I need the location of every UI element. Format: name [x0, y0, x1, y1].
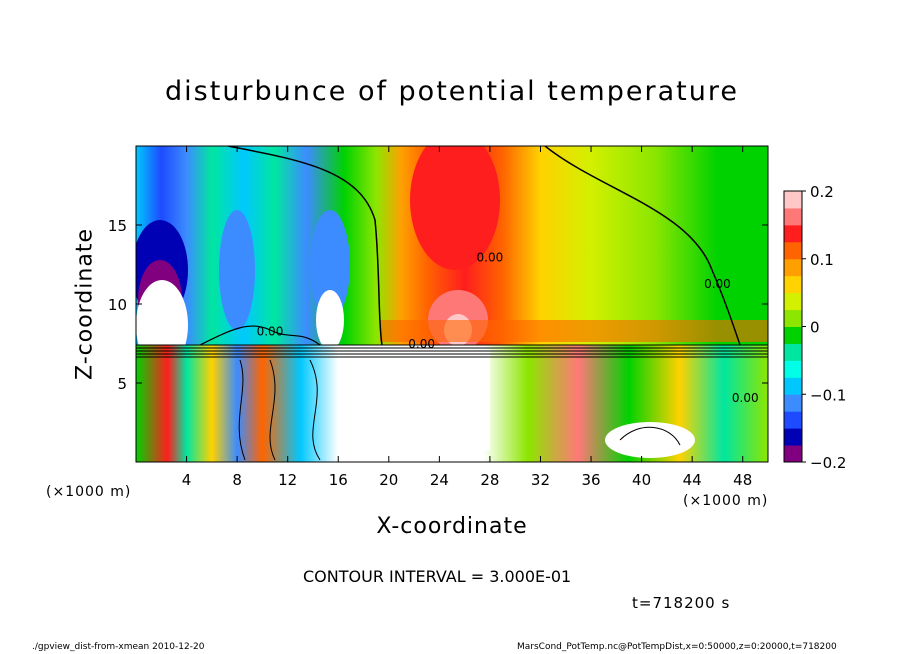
lower-contour-3	[309, 359, 321, 461]
chart-title: disturbunce of potential temperature	[165, 76, 739, 107]
x-tick-label: 16	[329, 471, 348, 489]
stratified-contour-band	[136, 344, 768, 358]
y-tick-label: 15	[108, 217, 127, 235]
x-unit-label-right: (×1000 m)	[683, 493, 769, 509]
contour-labels: 0.00 0.00 0.00 0.00 0.00	[257, 250, 759, 405]
heatmap-field	[136, 146, 768, 462]
x-tick-label: 40	[632, 471, 651, 489]
colorbar: 0.2 0.1 0 −0.1 −0.2	[783, 183, 846, 472]
colorbar-swatch	[784, 428, 802, 446]
x-tick-label: 48	[733, 471, 752, 489]
white-patch-right	[605, 422, 695, 458]
lower-contour-2	[269, 359, 276, 461]
red-plume	[410, 146, 500, 270]
footer-right-text: MarsCond_PotTemp.nc@PotTempDist,x=0:5000…	[517, 642, 837, 652]
colorbar-swatch	[784, 275, 802, 294]
x-axis-title: X-coordinate	[376, 514, 528, 539]
time-note: t=718200 s	[632, 594, 731, 612]
contour-label: 0.00	[257, 325, 284, 339]
white-region	[390, 350, 490, 450]
zero-contour-right	[544, 146, 741, 346]
colorbar-tick-label: −0.2	[810, 454, 846, 472]
colorbar-swatch	[784, 191, 802, 209]
contour-interval-note: CONTOUR INTERVAL = 3.000E-01	[303, 567, 572, 586]
x-tick-label: 28	[480, 471, 499, 489]
colorbar-tick-label: 0	[810, 319, 820, 337]
x-tick-label: 20	[379, 471, 398, 489]
y-tick-label: 10	[108, 296, 127, 314]
colorbar-swatch	[784, 394, 802, 412]
x-tick-label: 4	[182, 471, 192, 489]
x-tick-label: 44	[683, 471, 702, 489]
colorbar-swatch	[784, 309, 802, 327]
colorbar-swatch	[784, 343, 802, 361]
x-tick-label: 32	[531, 471, 550, 489]
colorbar-swatch	[784, 207, 802, 226]
colorbar-tick-label: 0.2	[810, 183, 834, 201]
orange-band	[380, 320, 768, 342]
blue-column-2	[310, 210, 350, 320]
x-tick-label: 8	[232, 471, 242, 489]
colorbar-tick-label: 0.1	[810, 251, 834, 269]
lower-contour-4	[619, 426, 681, 446]
colorbar-swatch	[784, 292, 802, 311]
x-tick-label: 12	[278, 471, 297, 489]
colorbar-swatch	[784, 258, 802, 277]
x-tick-label: 24	[430, 471, 449, 489]
white-blob-mid	[316, 290, 344, 350]
colorbar-tick-label: −0.1	[810, 386, 846, 404]
contour-label: 0.00	[477, 250, 504, 264]
zero-contour-left	[227, 146, 383, 346]
colorbar-swatch	[784, 326, 802, 344]
y-tick-label: 5	[117, 375, 127, 393]
x-unit-label-left: (×1000 m)	[46, 484, 132, 500]
contour-label: 0.00	[408, 337, 435, 351]
x-tick-label: 36	[581, 471, 600, 489]
colorbar-swatch	[784, 224, 802, 243]
colorbar-swatch	[784, 360, 802, 378]
colorbar-swatch	[784, 377, 802, 395]
zero-contour-bumps	[199, 325, 321, 346]
x-axis: 4 8 12 16 20 24 28 32 36 40 44 48	[182, 146, 752, 489]
contour-label: 0.00	[732, 391, 759, 405]
colorbar-swatch	[784, 241, 802, 260]
y-axis-title: Z-coordinate	[72, 228, 98, 380]
footer-left-text: ./gpview_dist-from-xmean 2010-12-20	[32, 642, 205, 652]
contour-label: 0.00	[704, 277, 731, 291]
lower-contour-1	[238, 359, 246, 461]
y-axis: 5 10 15	[108, 217, 768, 393]
blue-column-1	[219, 210, 255, 330]
colorbar-swatch	[784, 445, 802, 463]
colorbar-swatch	[784, 411, 802, 429]
